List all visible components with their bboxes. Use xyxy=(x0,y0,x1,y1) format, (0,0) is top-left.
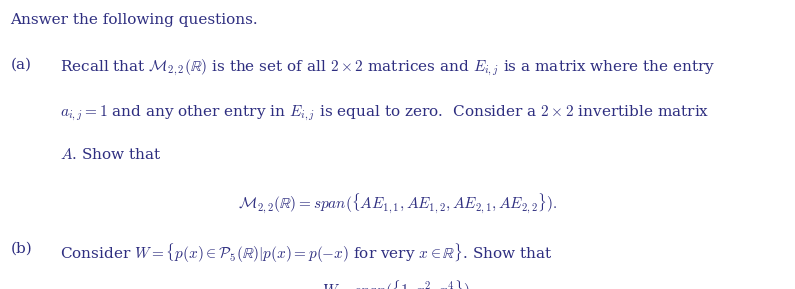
Text: $\mathcal{M}_{2,2}(\mathbb{R}) = \mathit{span}(\{AE_{1,1}, AE_{1,2}, AE_{2,1}, A: $\mathcal{M}_{2,2}(\mathbb{R}) = \mathit… xyxy=(238,191,557,214)
Text: Recall that $\mathcal{M}_{2,2}(\mathbb{R})$ is the set of all $2 \times 2$ matri: Recall that $\mathcal{M}_{2,2}(\mathbb{R… xyxy=(60,58,716,78)
Text: Consider $W = \{p(x) \in \mathcal{P}_5(\mathbb{R})|p(x) = p(-x)$ for very $x \in: Consider $W = \{p(x) \in \mathcal{P}_5(\… xyxy=(60,241,552,265)
Text: (a): (a) xyxy=(10,58,31,72)
Text: $A$. Show that: $A$. Show that xyxy=(60,147,161,162)
Text: (b): (b) xyxy=(10,241,32,255)
Text: Answer the following questions.: Answer the following questions. xyxy=(10,13,258,27)
Text: $a_{i,j} = 1$ and any other entry in $E_{i,j}$ is equal to zero.  Consider a $2 : $a_{i,j} = 1$ and any other entry in $E_… xyxy=(60,104,709,123)
Text: $W = \mathit{span}(\{1, x^2, x^4\}).$: $W = \mathit{span}(\{1, x^2, x^4\}).$ xyxy=(322,279,473,289)
